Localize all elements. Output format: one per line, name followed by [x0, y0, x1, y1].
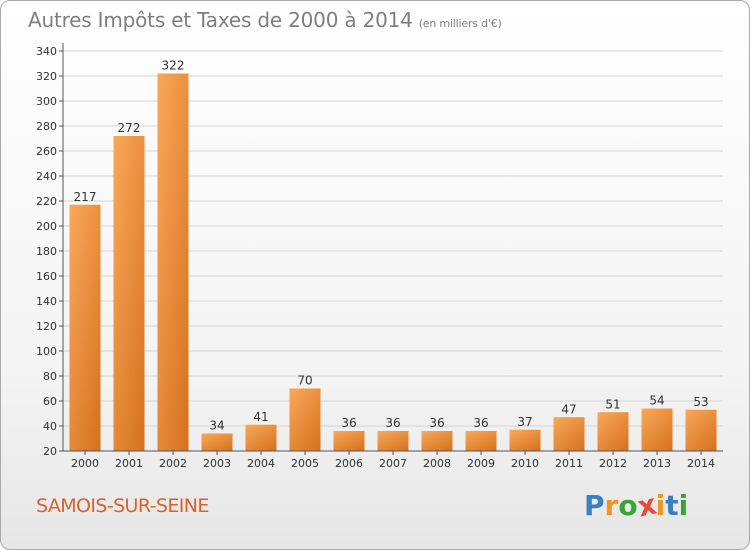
x-tick-label: 2009: [467, 457, 495, 470]
y-tick-label: 160: [36, 270, 57, 283]
logo-letter: r: [604, 489, 619, 522]
y-tick-label: 280: [36, 120, 57, 133]
y-tick-label: 100: [36, 345, 57, 358]
y-tick-label: 200: [36, 220, 57, 233]
bar-shade: [157, 73, 189, 451]
bar-shade: [641, 408, 673, 451]
bar-shade: [597, 412, 629, 451]
logo-letter: t: [665, 489, 679, 522]
bar-value-label: 54: [649, 394, 664, 408]
bar-shade: [377, 431, 409, 451]
bar-shade: [201, 433, 233, 451]
bar-value-label: 53: [693, 395, 708, 409]
y-tick-label: 260: [36, 145, 57, 158]
x-tick-label: 2006: [335, 457, 363, 470]
bar-shade: [245, 424, 277, 451]
bar-value-label: 36: [473, 416, 488, 430]
bar-value-label: 36: [429, 416, 444, 430]
bar-shade: [289, 388, 321, 451]
x-tick-label: 2011: [555, 457, 583, 470]
y-tick-label: 40: [43, 420, 57, 433]
bar-value-label: 322: [162, 59, 185, 73]
y-tick-label: 240: [36, 170, 57, 183]
x-tick-label: 2004: [247, 457, 275, 470]
chart-title-text: Autres Impôts et Taxes de 2000 à 2014: [28, 8, 413, 32]
bar-value-label: 36: [341, 416, 356, 430]
y-tick-label: 180: [36, 245, 57, 258]
y-tick-label: 140: [36, 295, 57, 308]
x-tick-label: 2014: [687, 457, 715, 470]
x-tick-label: 2005: [291, 457, 319, 470]
x-tick-label: 2001: [115, 457, 143, 470]
bar-value-label: 36: [385, 416, 400, 430]
y-tick-label: 320: [36, 70, 57, 83]
city-name: SAMOIS-SUR-SEINE: [36, 495, 209, 517]
bars: 217 272 322 34 41 70 36 36 36 36 37 47 51 54 53: [69, 59, 717, 451]
y-tick-label: 220: [36, 195, 57, 208]
bar-value-label: 70: [297, 374, 312, 388]
logo-letter: P: [584, 489, 605, 522]
bar-shade: [113, 136, 145, 451]
logo-letter: i: [655, 489, 666, 522]
bar-shade: [69, 204, 101, 451]
x-tick-label: 2010: [511, 457, 539, 470]
y-tick-label: 20: [43, 445, 57, 458]
y-tick-label: 60: [43, 395, 57, 408]
axes: 20 40 60 80 100 120 140 160 180 200 220 240 260 280 30…: [36, 43, 723, 470]
y-tick-label: 120: [36, 320, 57, 333]
x-tick-label: 2008: [423, 457, 451, 470]
x-tick-label: 2012: [599, 457, 627, 470]
x-tick-label: 2007: [379, 457, 407, 470]
bar-shade: [553, 417, 585, 451]
logo-letter: o: [618, 489, 638, 522]
bar-shade: [685, 409, 717, 451]
bar-value-label: 47: [561, 402, 576, 416]
bar-shade: [333, 431, 365, 451]
bar-value-label: 217: [74, 190, 97, 204]
bar-value-label: 34: [209, 419, 224, 433]
x-tick-label: 2003: [203, 457, 231, 470]
bar-shade: [509, 429, 541, 451]
bar-value-label: 37: [517, 415, 532, 429]
logo-letter: i: [678, 489, 689, 522]
bar-shade: [421, 431, 453, 451]
proxiti-logo: Proxiti: [584, 487, 689, 523]
x-tick-label: 2002: [159, 457, 187, 470]
chart-title: Autres Impôts et Taxes de 2000 à 2014 (en…: [28, 8, 502, 32]
y-tick-label: 300: [36, 95, 57, 108]
y-tick-label: 340: [36, 45, 57, 58]
bar-value-label: 272: [118, 121, 141, 135]
chart-subtitle: (en milliers d'€): [418, 17, 502, 30]
bar-value-label: 41: [253, 410, 268, 424]
bar-value-label: 51: [605, 397, 620, 411]
y-tick-label: 80: [43, 370, 57, 383]
x-tick-label: 2013: [643, 457, 671, 470]
bar-shade: [465, 431, 497, 451]
x-tick-label: 2000: [71, 457, 99, 470]
